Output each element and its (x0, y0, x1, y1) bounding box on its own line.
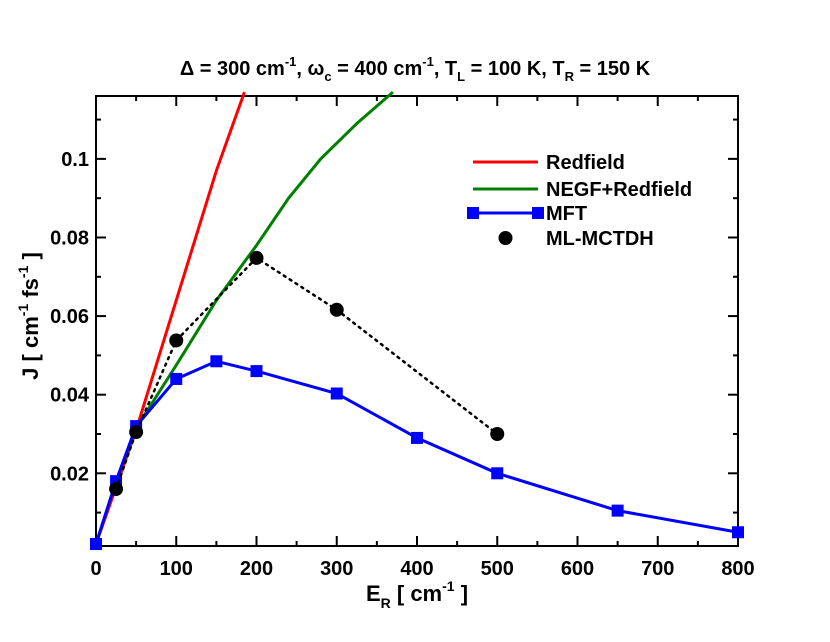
x-tick-label: 200 (240, 558, 273, 580)
series-layer (90, 90, 744, 551)
x-tick-label: 100 (160, 558, 193, 580)
y-axis-title-exp1: -1 (15, 304, 31, 317)
axis-ticks: 0 100 200 300 400 500 600 700 800 0.02 0.04 0.06 0.0… (50, 96, 755, 580)
x-axis-title-sub: R (381, 595, 391, 611)
y-axis-title: J [ cm-1 fs-1 ] (15, 252, 43, 380)
title-tl-sub: L (457, 69, 465, 84)
data-point (491, 467, 504, 480)
series-line-ml-mctdh (114, 256, 499, 491)
series-mft (90, 355, 744, 551)
title-delta-exp: -1 (285, 54, 297, 69)
x-axis-title-end: ] (455, 581, 468, 606)
x-tick-label: 600 (561, 558, 594, 580)
title-tr-val: = 150 K (574, 58, 651, 80)
data-point (250, 365, 263, 378)
y-axis-title-end: ] (18, 252, 43, 265)
data-point (210, 355, 223, 368)
data-point (169, 333, 184, 348)
x-axis-title-exp: -1 (442, 578, 455, 594)
title-omega-sub: c (324, 69, 331, 84)
legend-label: Redfield (546, 152, 625, 174)
y-axis-title-exp2: -1 (15, 265, 31, 278)
x-tick-label: 700 (641, 558, 674, 580)
title-omega-exp: -1 (422, 54, 434, 69)
legend-label: MFT (546, 203, 587, 225)
legend-item-mft: MFT (467, 203, 587, 225)
title-tr-sub: R (565, 69, 575, 84)
x-axis-title-mid: [ cm (391, 581, 442, 606)
legend-marker (532, 207, 544, 219)
title-omega: , ω (296, 58, 324, 80)
data-point (109, 482, 124, 497)
data-point (490, 426, 505, 441)
legend-label: NEGF+Redfield (546, 179, 692, 201)
data-point (411, 431, 423, 444)
legend-marker (498, 231, 513, 245)
y-tick-label: 0.02 (50, 463, 89, 485)
x-tick-label: 500 (481, 558, 514, 580)
series-ml-mctdh (109, 250, 505, 497)
data-point (90, 538, 102, 551)
title-delta: Δ = 300 cm (180, 58, 285, 80)
legend-item-negf-redfield: NEGF+Redfield (473, 179, 692, 201)
series-line-mft (94, 359, 739, 545)
y-tick-label: 0.1 (61, 149, 89, 171)
data-point (330, 387, 343, 400)
x-tick-label: 400 (400, 558, 433, 580)
title-tl: , T (434, 58, 457, 80)
data-point (732, 526, 744, 539)
x-tick-label: 0 (90, 558, 101, 580)
title-tl-val: = 100 K, T (465, 58, 565, 80)
data-point (329, 302, 344, 317)
data-point (129, 425, 144, 440)
x-tick-label: 300 (320, 558, 353, 580)
x-axis-title: ER [ cm-1 ] (366, 578, 468, 611)
y-axis-title-base: J [ cm (18, 316, 43, 380)
legend-item-ml-mctdh: ML-MCTDH (498, 228, 654, 250)
title-omega-val: = 400 cm (332, 58, 423, 80)
legend-label: ML-MCTDH (546, 228, 654, 250)
legend-marker (467, 207, 479, 219)
x-axis-title-base: E (366, 581, 381, 606)
data-point (611, 504, 624, 517)
legend-item-redfield: Redfield (473, 152, 625, 174)
plot-frame (95, 95, 739, 547)
chart-title: Δ = 300 cm-1, ωc = 400 cm-1, TL = 100 K,… (180, 54, 651, 84)
y-tick-label: 0.06 (50, 306, 89, 328)
y-tick-label: 0.08 (50, 227, 89, 249)
data-point (170, 372, 183, 385)
data-point (249, 250, 264, 265)
y-tick-label: 0.04 (50, 385, 90, 407)
y-axis-title-mid: fs (18, 278, 43, 304)
x-tick-label: 800 (721, 558, 754, 580)
